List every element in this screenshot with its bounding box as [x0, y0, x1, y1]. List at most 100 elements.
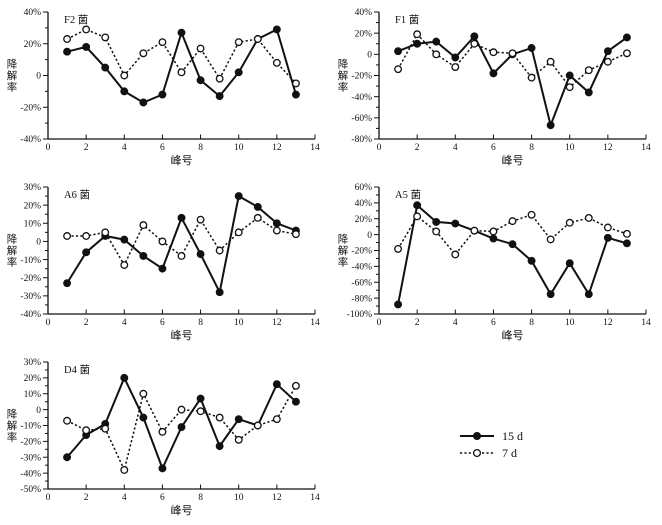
x-tick-label: 10 [565, 318, 575, 328]
data-point-15d [101, 63, 110, 72]
x-tick-label: 12 [603, 318, 613, 328]
x-axis-title: 峰号 [502, 154, 524, 167]
data-point-7d [82, 426, 91, 435]
y-tick-label: -50% [20, 485, 41, 495]
data-point-7d [120, 71, 129, 80]
x-tick-label: 2 [84, 493, 89, 503]
data-point-15d [584, 88, 593, 97]
data-point-15d [234, 415, 243, 424]
data-point-15d [527, 44, 536, 52]
x-tick-label: 2 [84, 318, 89, 328]
x-tick-label: 0 [46, 318, 51, 328]
data-point-15d [291, 90, 300, 99]
y-tick-label: 0 [367, 51, 372, 61]
y-tick-label: -20% [20, 274, 41, 284]
x-tick-label: 8 [198, 143, 203, 153]
y-tick-label: -10% [20, 422, 41, 432]
x-tick-label: 12 [272, 143, 282, 153]
data-point-7d [196, 44, 205, 53]
y-tick-label: 0 [36, 406, 41, 416]
y-tick-label: 20% [24, 374, 42, 384]
legend-label-15d: 15 d [502, 429, 523, 443]
data-point-15d [603, 233, 612, 242]
x-tick-label: 6 [160, 493, 165, 503]
y-tick-label: 10% [24, 390, 42, 400]
legend-item-15d: 15 d [459, 430, 662, 442]
data-point-15d [272, 25, 281, 34]
x-tick-label: 8 [529, 318, 534, 328]
x-axis-title: 峰号 [171, 154, 193, 167]
data-point-7d [272, 226, 281, 235]
data-point-15d [139, 251, 148, 260]
x-axis-title: 峰号 [171, 329, 193, 342]
y-tick-label: -20% [351, 247, 372, 257]
chart-title: F1 菌 [395, 14, 419, 26]
data-point-7d [234, 435, 243, 444]
data-point-7d [177, 405, 186, 414]
y-tick-label: -100% [347, 310, 372, 320]
data-point-7d [215, 74, 224, 83]
data-point-7d [565, 83, 574, 92]
y-tick-label: -20% [351, 72, 372, 82]
data-point-15d [82, 42, 91, 51]
data-point-7d [139, 389, 148, 398]
y-tick-label: -60% [351, 278, 372, 288]
data-point-15d [158, 464, 167, 473]
y-tick-label: 60% [355, 183, 373, 193]
x-tick-label: 6 [491, 318, 496, 328]
data-point-15d [177, 28, 186, 37]
legend-item-7d: 7 d [459, 447, 662, 459]
data-point-7d [508, 217, 517, 226]
x-tick-label: 10 [234, 318, 244, 328]
data-point-15d [432, 217, 441, 226]
data-point-15d [196, 394, 205, 403]
data-point-15d [234, 192, 243, 201]
data-point-7d [101, 424, 110, 433]
legend: 15 d 7 d [459, 430, 662, 459]
data-point-15d [272, 380, 281, 389]
y-tick-label: -40% [351, 263, 372, 273]
data-point-7d [603, 223, 612, 232]
chart-cell-a6: -40% -30% -20% -10% 0 10% 20% 30% 0 2 4 6 8 10 12 14 峰号 降… [0, 175, 331, 350]
data-point-15d [272, 219, 281, 228]
data-point-15d [508, 240, 517, 249]
data-point-15d [489, 69, 498, 78]
data-point-7d [622, 229, 631, 238]
series-line-15d [66, 28, 297, 104]
data-point-7d [82, 232, 91, 240]
data-point-15d [253, 203, 262, 211]
x-tick-label: 14 [641, 143, 651, 153]
data-point-7d [101, 33, 110, 42]
data-point-7d [139, 49, 148, 58]
x-tick-label: 0 [46, 493, 51, 503]
y-tick-label: 20% [24, 40, 42, 50]
data-point-7d [432, 227, 441, 236]
x-tick-label: 4 [453, 318, 458, 328]
x-tick-label: 12 [272, 318, 282, 328]
chart-a6: -40% -30% -20% -10% 0 10% 20% 30% 0 2 4 6 8 10 12 14 峰号 降… [7, 183, 320, 342]
x-tick-label: 2 [415, 143, 420, 153]
y-tick-label: 10% [24, 219, 42, 229]
data-point-15d [63, 453, 72, 462]
data-point-7d [272, 58, 281, 67]
y-tick-label: -30% [20, 292, 41, 302]
y-tick-label: -80% [351, 294, 372, 304]
legend-label-7d: 7 d [502, 446, 517, 460]
data-point-7d [272, 415, 281, 424]
data-point-15d [82, 248, 91, 257]
x-tick-label: 14 [310, 493, 320, 503]
x-tick-label: 8 [198, 493, 203, 503]
data-point-7d [413, 212, 422, 221]
data-point-7d [291, 230, 300, 239]
data-point-7d [451, 250, 460, 259]
y-tick-label: -30% [20, 453, 41, 463]
data-point-15d [432, 37, 441, 46]
data-point-15d [451, 219, 460, 228]
data-point-15d [622, 239, 631, 248]
data-point-7d [63, 416, 72, 425]
data-point-7d [158, 237, 167, 246]
chart-title: F2 菌 [64, 14, 88, 26]
x-tick-label: 2 [415, 318, 420, 328]
y-tick-label: 20% [355, 215, 373, 225]
data-point-15d [120, 87, 129, 96]
